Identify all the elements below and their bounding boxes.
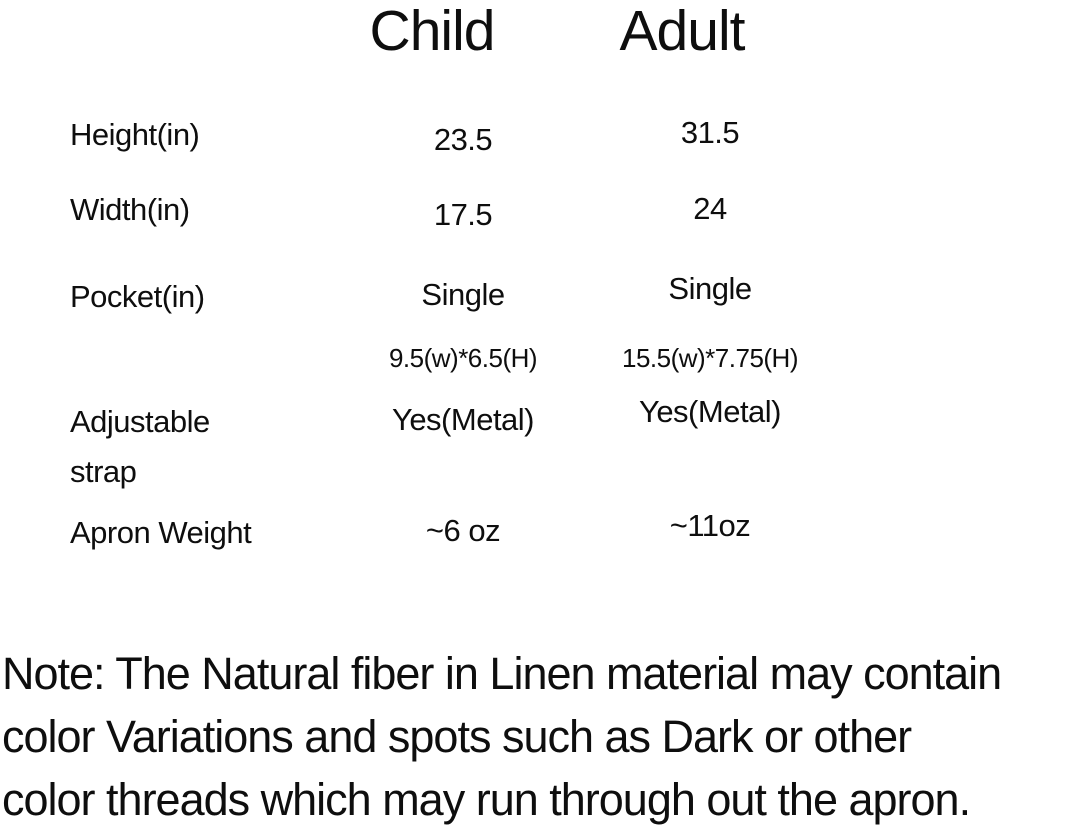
row-label-height: Height(in)	[70, 117, 200, 152]
value-strap-adult: Yes(Metal)	[638, 394, 782, 429]
row-label-apron-weight: Apron Weight	[70, 515, 252, 550]
value-height-child: 23.5	[433, 122, 493, 157]
value-pocket-dims-adult: 15.5(w)*7.75(H)	[621, 343, 799, 373]
note-line-1: Note: The Natural fiber in Linen materia…	[2, 648, 1002, 699]
note-line-2: color Variations and spots such as Dark …	[2, 711, 912, 762]
row-label-pocket: Pocket(in)	[70, 279, 205, 314]
value-weight-adult: ~11oz	[669, 508, 751, 543]
value-weight-child: ~6 oz	[425, 513, 501, 548]
value-width-child: 17.5	[433, 197, 493, 232]
value-width-adult: 24	[693, 191, 727, 226]
row-label-adjustable-strap: Adjustable strap	[70, 404, 210, 489]
value-pocket-dims-child: 9.5(w)*6.5(H)	[388, 343, 538, 373]
column-header-child: Child	[369, 0, 496, 63]
value-strap-child: Yes(Metal)	[391, 402, 535, 437]
note-line-3: color threads which may run through out …	[2, 774, 971, 825]
row-label-width: Width(in)	[70, 192, 190, 227]
value-height-adult: 31.5	[680, 115, 740, 150]
note-text: Note: The Natural fiber in Linen materia…	[2, 642, 1080, 831]
column-header-adult: Adult	[619, 0, 746, 63]
value-pocket-adult: Single	[668, 271, 752, 306]
value-pocket-child: Single	[421, 277, 505, 312]
